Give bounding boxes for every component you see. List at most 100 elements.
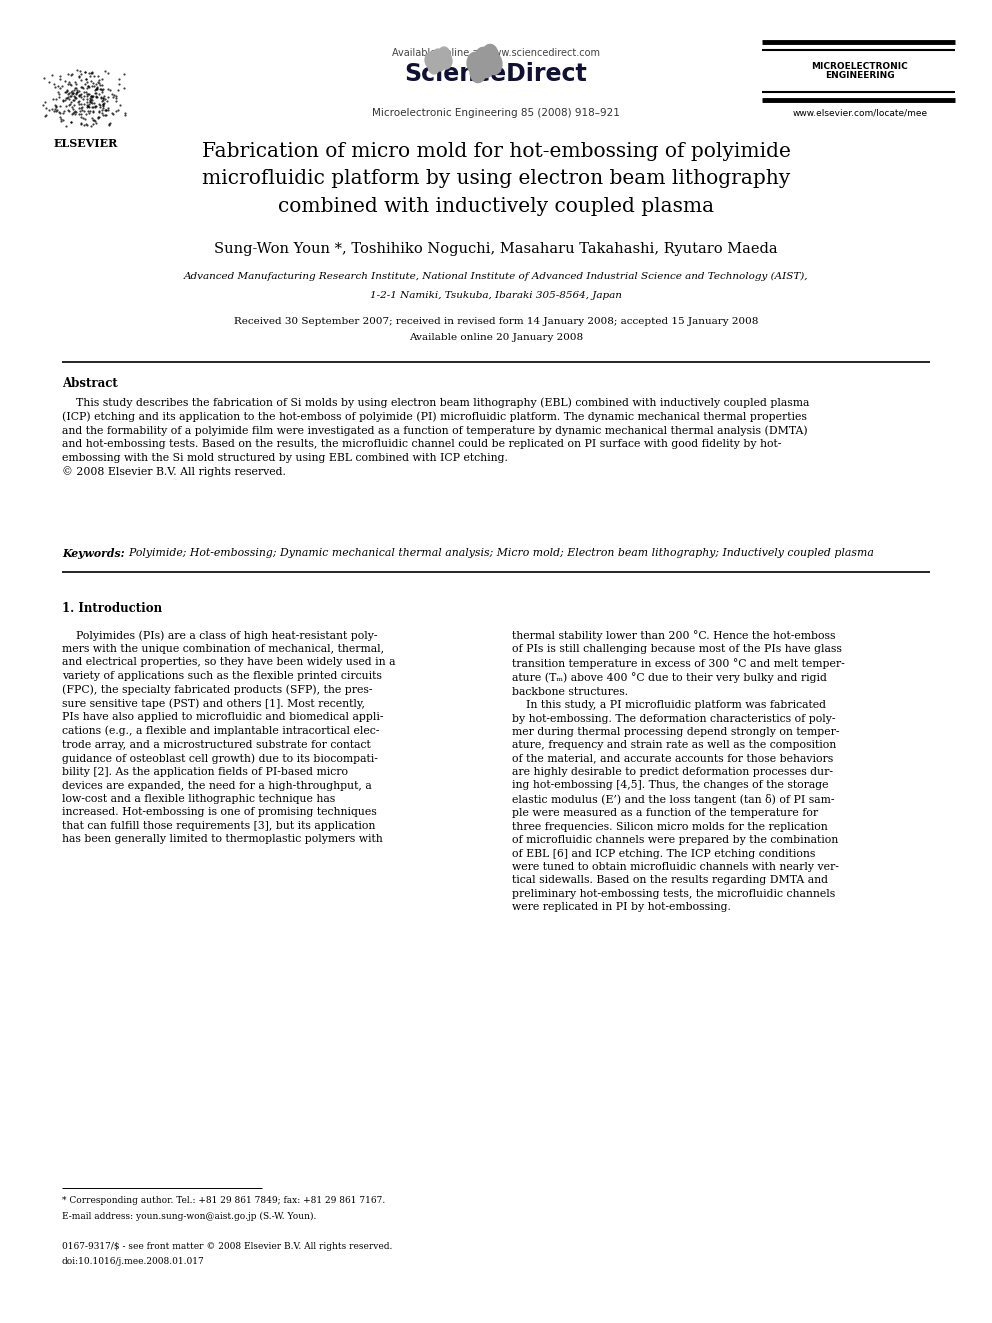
Point (52, 77, 67, 98)
Point (70, 66, 86, 87)
Point (117, 102, 133, 123)
Point (56, 110, 71, 131)
Point (81, 62, 97, 83)
Point (94, 99, 110, 120)
Point (67, 87, 83, 108)
Point (65, 102, 81, 123)
Point (57, 101, 72, 122)
Point (93, 87, 109, 108)
Point (87, 78, 103, 99)
Point (72, 98, 88, 119)
Point (90, 66, 106, 87)
Point (89, 86, 105, 107)
Point (70, 94, 86, 115)
Text: 1. Introduction: 1. Introduction (62, 602, 162, 615)
Point (92, 97, 108, 118)
Point (50, 82, 65, 103)
Point (50, 75, 65, 97)
Circle shape (467, 53, 483, 74)
Point (67, 83, 83, 105)
Point (73, 64, 89, 85)
Circle shape (478, 57, 494, 78)
Point (91, 102, 107, 123)
Point (66, 85, 82, 106)
Point (87, 110, 103, 131)
Point (72, 61, 88, 82)
Point (90, 107, 106, 128)
Point (86, 65, 102, 86)
Point (102, 112, 118, 134)
Point (54, 75, 69, 97)
Point (61, 73, 76, 94)
Point (44, 98, 60, 119)
Point (62, 86, 78, 107)
Text: MICROELECTRONIC: MICROELECTRONIC (811, 62, 909, 71)
Point (87, 79, 103, 101)
Point (76, 61, 92, 82)
Point (93, 74, 109, 95)
Point (71, 81, 87, 102)
Point (95, 98, 111, 119)
Point (81, 77, 97, 98)
Point (71, 86, 87, 107)
Point (44, 65, 60, 86)
Text: doi:10.1016/j.mee.2008.01.017: doi:10.1016/j.mee.2008.01.017 (62, 1257, 204, 1266)
Point (46, 89, 62, 110)
Point (110, 69, 126, 90)
Point (46, 74, 62, 95)
Point (47, 99, 62, 120)
Point (94, 95, 110, 116)
Point (64, 97, 80, 118)
Point (85, 114, 101, 135)
Point (76, 82, 92, 103)
Point (63, 85, 79, 106)
Point (67, 101, 83, 122)
Point (89, 78, 105, 99)
Text: E-mail address: youn.sung-won@aist.go.jp (S.-W. Youn).: E-mail address: youn.sung-won@aist.go.jp… (62, 1212, 316, 1221)
Point (67, 102, 83, 123)
Circle shape (486, 53, 502, 74)
Point (67, 103, 83, 124)
Point (71, 85, 87, 106)
Point (54, 110, 69, 131)
Point (76, 86, 92, 107)
Point (70, 103, 86, 124)
Point (78, 69, 94, 90)
Point (93, 86, 109, 107)
Point (48, 101, 63, 122)
Point (81, 91, 97, 112)
Point (87, 82, 103, 103)
Text: Available online at www.sciencedirect.com: Available online at www.sciencedirect.co… (392, 48, 600, 58)
Point (53, 95, 68, 116)
Text: ELSEVIER: ELSEVIER (54, 138, 118, 149)
Text: 1-2-1 Namiki, Tsukuba, Ibaraki 305-8564, Japan: 1-2-1 Namiki, Tsukuba, Ibaraki 305-8564,… (370, 291, 622, 300)
Circle shape (470, 61, 486, 82)
Point (101, 114, 117, 135)
Point (88, 95, 104, 116)
Point (105, 86, 121, 107)
Text: www.elsevier.com/locate/mee: www.elsevier.com/locate/mee (793, 108, 928, 116)
Point (59, 87, 74, 108)
Point (84, 86, 100, 107)
Text: 0167-9317/$ - see front matter © 2008 Elsevier B.V. All rights reserved.: 0167-9317/$ - see front matter © 2008 El… (62, 1242, 393, 1252)
Point (52, 103, 67, 124)
Point (85, 97, 101, 118)
Point (94, 102, 110, 123)
Point (79, 114, 95, 135)
Point (90, 107, 106, 128)
Point (100, 99, 116, 120)
Point (74, 99, 90, 120)
Text: Polyimides (PIs) are a class of high heat-resistant poly-
mers with the unique c: Polyimides (PIs) are a class of high hea… (62, 630, 396, 844)
Point (89, 77, 105, 98)
Point (97, 89, 113, 110)
Point (80, 102, 96, 123)
Point (68, 74, 84, 95)
Point (117, 105, 133, 126)
Point (64, 64, 80, 85)
Point (84, 75, 100, 97)
Text: Advanced Manufacturing Research Institute, National Institute of Advanced Indust: Advanced Manufacturing Research Institut… (184, 273, 808, 280)
Point (77, 69, 93, 90)
Point (106, 85, 122, 106)
Point (84, 101, 100, 122)
Text: Received 30 September 2007; received in revised form 14 January 2008; accepted 1: Received 30 September 2007; received in … (234, 318, 758, 325)
